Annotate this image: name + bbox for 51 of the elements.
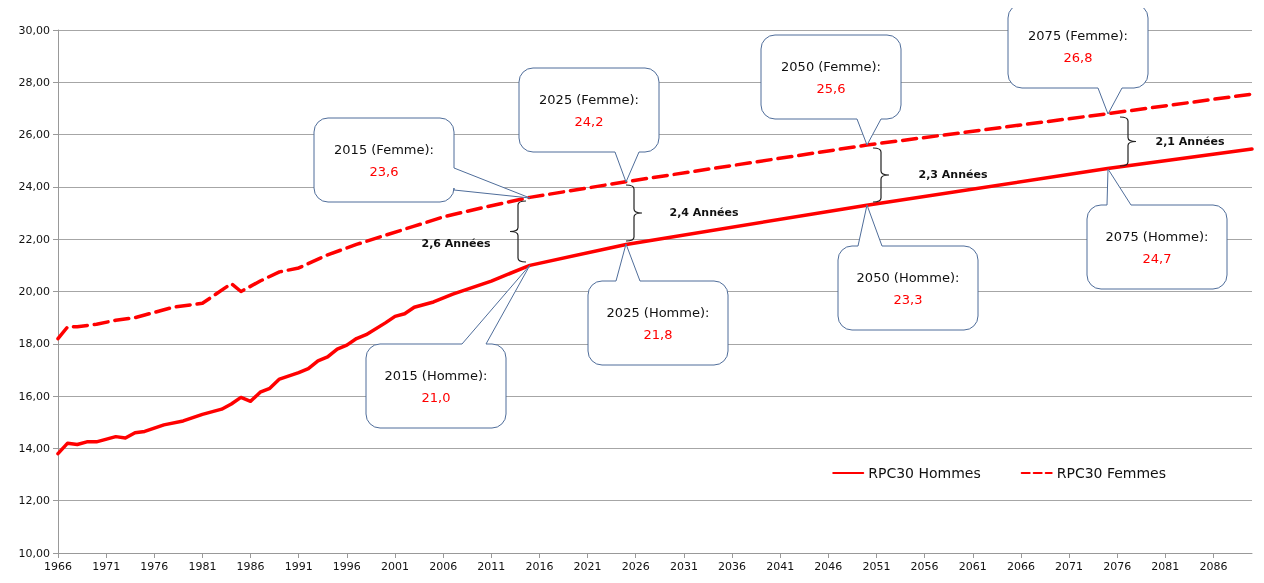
line-series bbox=[56, 92, 1254, 341]
x-tick-label: 1971 bbox=[92, 560, 121, 573]
x-tick-label: 2026 bbox=[621, 560, 650, 573]
y-tick-label: 18,00 bbox=[18, 337, 50, 351]
x-tick-label: 2051 bbox=[862, 560, 891, 573]
x-tick-label: 2066 bbox=[1006, 560, 1035, 573]
y-tick-label: 30,00 bbox=[18, 23, 50, 37]
x-tick-label: 2031 bbox=[669, 560, 698, 573]
y-tick-label: 28,00 bbox=[18, 75, 50, 89]
x-tick-label: 2061 bbox=[958, 560, 987, 573]
x-tick-label: 2076 bbox=[1103, 560, 1132, 573]
x-tick-label: 2071 bbox=[1055, 560, 1084, 573]
annotation: 2015 (Homme): 21,0 bbox=[384, 367, 488, 405]
annotation: 2025 (Homme): 21,8 bbox=[606, 304, 710, 342]
x-tick-label: 1981 bbox=[188, 560, 217, 573]
y-tick-label: 10,00 bbox=[18, 546, 50, 560]
y-tick-label: 22,00 bbox=[18, 232, 50, 246]
annotation: 2,4 Années bbox=[669, 206, 739, 219]
x-tick-label: 1996 bbox=[332, 560, 361, 573]
y-tick-label: 20,00 bbox=[18, 285, 50, 298]
annotation: 2050 (Homme): 23,3 bbox=[856, 269, 960, 307]
x-tick-label: 2036 bbox=[718, 560, 747, 573]
y-tick-label: 12,00 bbox=[18, 494, 50, 508]
annotation: 2050 (Femme): 25,6 bbox=[781, 58, 881, 96]
y-tick-label: 16,00 bbox=[18, 389, 50, 403]
y-tick-label: 24,00 bbox=[18, 180, 50, 194]
x-tick-label: 2006 bbox=[429, 560, 458, 573]
x-tick-label: 2011 bbox=[477, 560, 506, 573]
x-tick-label: 1991 bbox=[284, 560, 313, 573]
x-tick-label: 2016 bbox=[525, 560, 554, 573]
annotation: 2075 (Femme): 26,8 bbox=[1028, 27, 1128, 65]
annotation: 2,3 Années bbox=[918, 168, 988, 181]
legend-label: RPC30 Hommes bbox=[868, 465, 981, 481]
annotation: 2015 (Femme): 23,6 bbox=[334, 141, 434, 179]
x-tick-label: 2041 bbox=[766, 560, 795, 573]
x-tick-label: 1976 bbox=[140, 560, 169, 573]
y-tick-label: 14,00 bbox=[18, 441, 50, 455]
annotation: 2075 (Homme): 24,7 bbox=[1105, 228, 1209, 266]
x-tick-label: 2001 bbox=[381, 560, 410, 573]
x-tick-label: 1986 bbox=[236, 560, 265, 573]
y-tick-label: 26,00 bbox=[18, 128, 50, 142]
x-tick-label: 2046 bbox=[814, 560, 843, 573]
annotation: 2,6 Années bbox=[421, 236, 491, 250]
legend-label: RPC30 Femmes bbox=[1056, 465, 1166, 481]
x-tick-label: 2056 bbox=[910, 560, 939, 573]
x-tick-label: 2081 bbox=[1151, 560, 1180, 573]
annotation: 2025 (Femme): 24,2 bbox=[539, 91, 639, 129]
x-tick-label: 1966 bbox=[44, 560, 72, 573]
annotation: 2,1 Années bbox=[1155, 134, 1225, 148]
x-tick-label: 2021 bbox=[573, 560, 602, 573]
x-tick-label: 2086 bbox=[1199, 560, 1228, 573]
